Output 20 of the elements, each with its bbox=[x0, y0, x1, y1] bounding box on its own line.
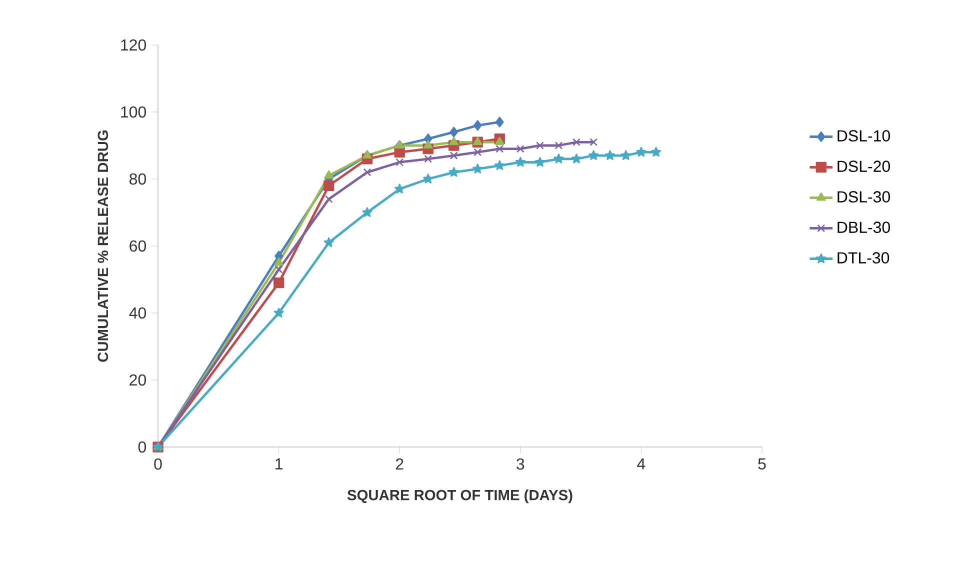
y-tick-label: 60 bbox=[130, 240, 146, 252]
x-tick-label: 3 bbox=[516, 458, 524, 470]
y-tick-label: 100 bbox=[121, 106, 146, 118]
x-axis-title: SQUARE ROOT OF TIME (DAYS) bbox=[347, 490, 572, 504]
y-tick-label: 20 bbox=[130, 374, 146, 386]
x-tick-label: 0 bbox=[154, 458, 162, 470]
legend-label: DSL-20 bbox=[838, 160, 890, 172]
legend-label: DTL-30 bbox=[838, 252, 890, 264]
legend-label: DSL-10 bbox=[838, 130, 890, 142]
y-tick-label: 0 bbox=[138, 441, 146, 453]
y-tick-label: 40 bbox=[129, 307, 146, 319]
x-tick-label: 5 bbox=[758, 458, 766, 470]
y-tick-label: 80 bbox=[130, 173, 146, 185]
x-tick-label: 4 bbox=[637, 458, 646, 470]
x-tick-label: 2 bbox=[396, 458, 404, 470]
legend-label: DBL-30 bbox=[838, 222, 890, 233]
y-tick-label: 120 bbox=[121, 39, 146, 51]
legend-label: DSL-30 bbox=[838, 191, 890, 202]
y-axis-title: CUMULATIVE % RELEASE DRUG bbox=[98, 130, 108, 362]
x-tick-label: 1 bbox=[276, 458, 282, 470]
